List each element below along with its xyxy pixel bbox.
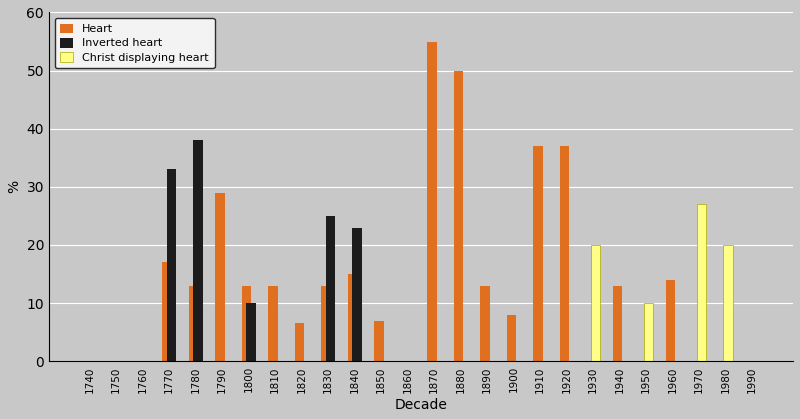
Bar bbox=[194, 140, 202, 361]
Bar bbox=[348, 274, 357, 361]
Bar bbox=[268, 286, 278, 361]
Bar bbox=[697, 204, 706, 361]
Bar bbox=[613, 286, 622, 361]
Bar bbox=[666, 280, 675, 361]
Bar bbox=[242, 286, 251, 361]
Bar bbox=[454, 70, 463, 361]
X-axis label: Decade: Decade bbox=[394, 398, 447, 412]
Bar bbox=[560, 146, 569, 361]
Bar bbox=[162, 262, 171, 361]
Bar bbox=[534, 146, 542, 361]
Bar bbox=[215, 193, 225, 361]
Bar bbox=[374, 321, 383, 361]
Bar bbox=[322, 286, 330, 361]
Y-axis label: %: % bbox=[7, 180, 21, 194]
Bar bbox=[189, 286, 198, 361]
Bar bbox=[723, 245, 733, 361]
Bar bbox=[480, 286, 490, 361]
Bar bbox=[591, 245, 600, 361]
Bar bbox=[167, 169, 176, 361]
Bar bbox=[644, 303, 654, 361]
Bar bbox=[246, 303, 256, 361]
Bar bbox=[326, 216, 335, 361]
Legend: Heart, Inverted heart, Christ displaying heart: Heart, Inverted heart, Christ displaying… bbox=[54, 18, 214, 68]
Bar bbox=[295, 323, 304, 361]
Bar bbox=[427, 41, 437, 361]
Bar bbox=[507, 315, 516, 361]
Bar bbox=[353, 228, 362, 361]
